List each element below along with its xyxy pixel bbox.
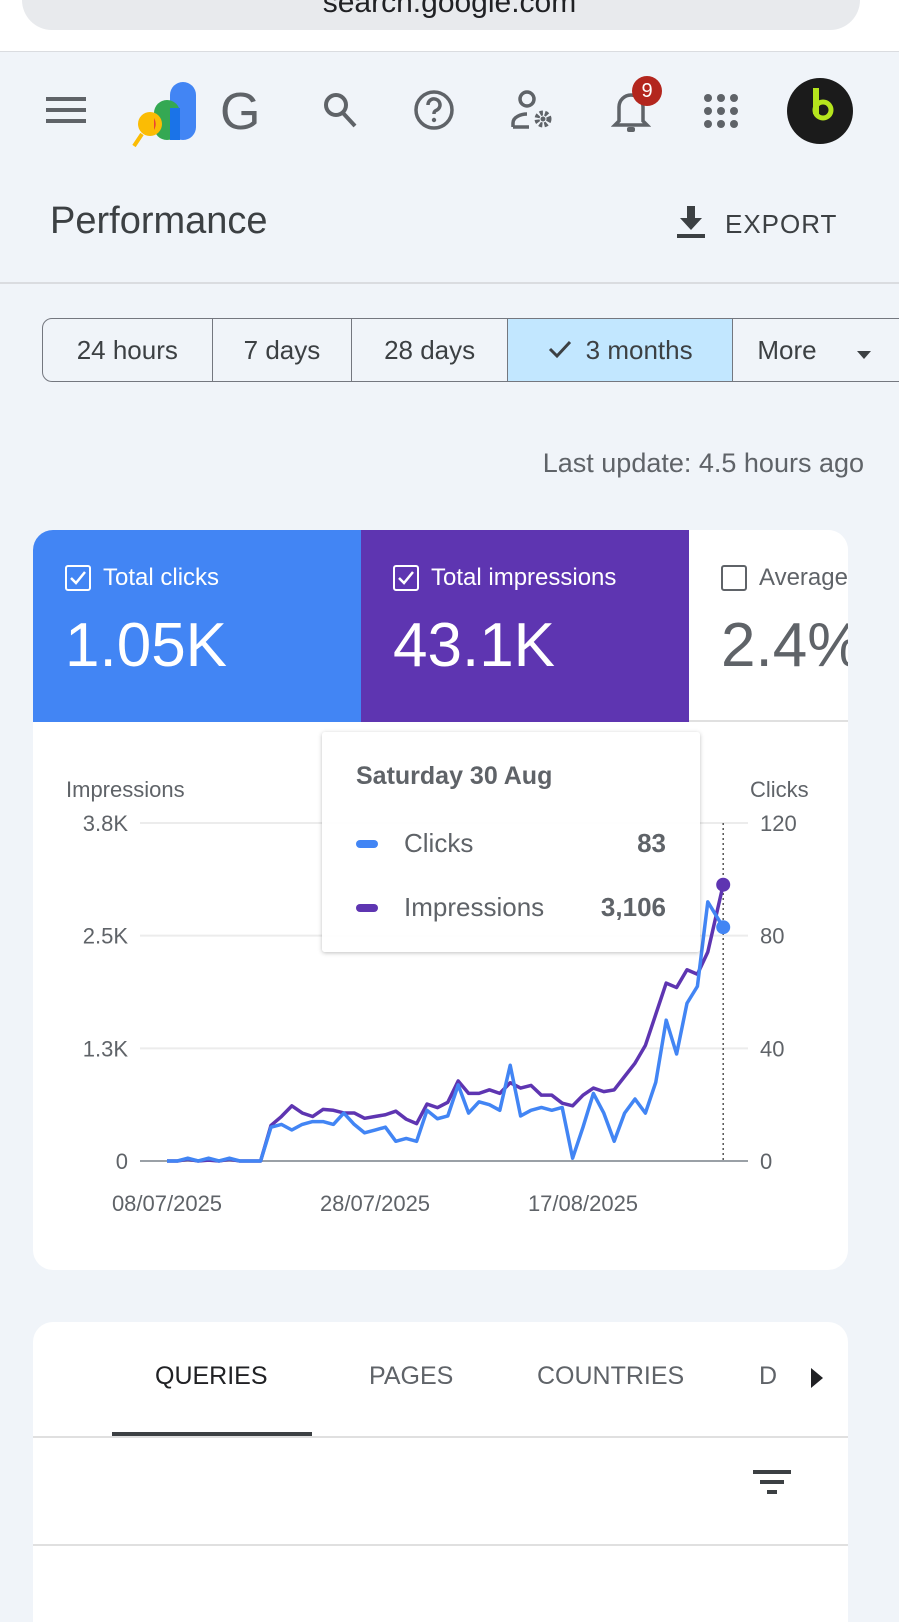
export-label: EXPORT — [725, 208, 838, 239]
search-console-logo-icon — [130, 80, 200, 148]
chip-label: 24 hours — [76, 334, 178, 365]
tooltip-label: Impressions — [404, 892, 545, 922]
date-range-28-days[interactable]: 28 days — [352, 319, 508, 381]
url-text: search.google.com — [322, 0, 577, 19]
performance-line-chart[interactable]: Impressions Clicks 0 0 1.3K 40 2.5K 80 3.8K 120 08… — [0, 740, 899, 1240]
metric-average[interactable]: Average 2.4% — [689, 530, 848, 722]
notification-badge: 9 — [632, 76, 662, 106]
date-range-more[interactable]: More — [733, 319, 899, 381]
tooltip-label: Clicks — [404, 828, 474, 858]
help-icon[interactable] — [412, 88, 456, 132]
metric-value: 1.05K — [65, 611, 228, 680]
right-axis-title: Clicks — [750, 777, 809, 802]
metric-label: Average — [759, 564, 848, 591]
chip-label: More — [757, 334, 817, 365]
search-icon[interactable] — [318, 88, 362, 132]
page-title: Performance — [50, 200, 268, 242]
tooltip-date: Saturday 30 Aug — [356, 762, 553, 790]
last-update-text: Last update: 4.5 hours ago — [542, 448, 864, 478]
tab-queries[interactable]: QUERIES — [155, 1362, 268, 1390]
clicks-swatch-icon — [356, 839, 378, 848]
metric-label: Total clicks — [103, 564, 220, 591]
avatar[interactable] — [787, 78, 853, 144]
metric-label: Total impressions — [431, 564, 617, 591]
checkbox-checked-icon[interactable] — [393, 565, 419, 591]
left-axis-tick-label: 0 — [116, 1149, 128, 1174]
tooltip-row-clicks: Clicks 83 — [356, 828, 666, 859]
metric-value: 2.4% — [721, 611, 848, 680]
date-range-7-days[interactable]: 7 days — [213, 319, 353, 381]
tooltip-value: 3,106 — [600, 892, 666, 922]
tab-pages[interactable]: PAGES — [369, 1362, 454, 1390]
tooltip-value: 83 — [637, 828, 666, 858]
left-axis-tick-label: 2.5K — [83, 924, 129, 949]
x-axis-tick-label: 17/08/2025 — [528, 1191, 638, 1216]
user-settings-icon[interactable] — [508, 88, 556, 132]
x-axis-tick-label: 08/07/2025 — [112, 1191, 222, 1216]
filter-icon[interactable] — [753, 1468, 791, 1501]
chip-label: 3 months — [585, 334, 693, 365]
highlight-point-impressions — [716, 877, 731, 892]
checkbox-checked-icon[interactable] — [65, 565, 91, 591]
metric-value: 43.1K — [393, 611, 556, 680]
table-header-divider — [33, 1544, 848, 1546]
tab-countries[interactable]: COUNTRIES — [537, 1362, 685, 1390]
series-line-clicks — [167, 900, 725, 1163]
dropdown-arrow-icon — [856, 335, 871, 366]
product-name: G — [220, 83, 261, 141]
date-range-3-months[interactable]: 3 months — [507, 319, 734, 381]
address-bar[interactable] — [22, 0, 860, 30]
impressions-swatch-icon — [356, 903, 378, 912]
chip-label: 7 days — [243, 334, 321, 365]
left-axis-tick-label: 1.3K — [83, 1036, 129, 1061]
tooltip-row-impressions: Impressions 3,106 — [356, 892, 666, 923]
checkbox-unchecked-icon[interactable] — [721, 565, 747, 591]
date-range-24-hours[interactable]: 24 hours — [43, 319, 213, 381]
metric-total-impressions[interactable]: Total impressions 43.1K — [361, 530, 689, 722]
metric-total-clicks[interactable]: Total clicks 1.05K — [33, 530, 361, 722]
scroll-tabs-right-icon[interactable] — [811, 1368, 823, 1393]
dimension-table-card: QUERIES PAGES COUNTRIES D — [33, 1322, 848, 1622]
menu-icon[interactable] — [44, 92, 88, 128]
export-button[interactable]: EXPORT — [675, 200, 837, 248]
x-axis-tick-label: 28/07/2025 — [320, 1191, 430, 1216]
apps-grid-icon[interactable] — [700, 90, 742, 132]
header-divider — [0, 282, 899, 284]
check-icon — [548, 335, 572, 366]
chart-tooltip: Saturday 30 Aug Clicks 83 Impressions 3,10… — [322, 732, 700, 952]
active-tab-indicator — [112, 1432, 312, 1436]
date-range-selector: 24 hours 7 days 28 days 3 months More — [42, 318, 899, 382]
right-axis-tick-label: 40 — [760, 1036, 784, 1061]
right-axis-tick-label: 120 — [760, 811, 797, 836]
tabs-divider — [33, 1436, 848, 1438]
right-axis-tick-label: 80 — [760, 924, 784, 949]
chip-label: 28 days — [384, 334, 476, 365]
right-axis-tick-label: 0 — [760, 1149, 772, 1174]
browser-bar: search.google.com — [0, 0, 899, 52]
left-axis-title: Impressions — [66, 777, 185, 802]
left-axis-tick-label: 3.8K — [83, 811, 129, 836]
tab-devices[interactable]: D — [759, 1362, 778, 1390]
download-icon — [675, 204, 707, 245]
highlight-point-clicks — [716, 920, 731, 935]
